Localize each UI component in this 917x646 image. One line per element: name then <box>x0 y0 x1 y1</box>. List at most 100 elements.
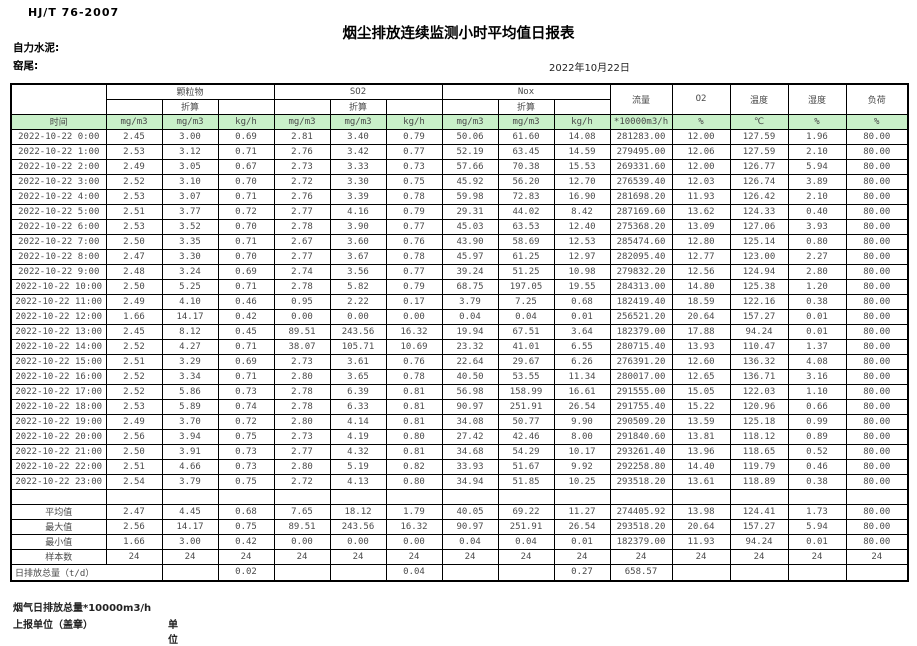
time-corner-cell <box>10 83 107 115</box>
summary-cell: 13.98 <box>671 503 731 520</box>
data-cell: 197.05 <box>497 278 555 295</box>
data-cell: 0.71 <box>217 338 275 355</box>
reporting-unit-label: 上报单位（盖章） <box>13 620 93 631</box>
so2-group-header: SO2 <box>273 83 443 100</box>
data-cell: 2.53 <box>105 218 163 235</box>
data-cell: 2.49 <box>105 413 163 430</box>
time-cell: 2022-10-22 20:00 <box>10 428 107 445</box>
unit-cell: % <box>671 113 731 130</box>
table-row: 2022-10-22 17:00 2.52 5.86 0.73 2.78 6.39 0.81… <box>10 383 909 400</box>
summary-rows: 平均值 2.47 4.45 0.68 7.65 18.12 1.79 40.05 69.22 11… <box>10 488 909 565</box>
data-cell: 3.42 <box>329 143 387 160</box>
data-cell: 40.50 <box>441 368 499 385</box>
daily-total-pm: 0.02 <box>217 563 275 581</box>
summary-cell: 243.56 <box>329 518 387 535</box>
data-cell: 0.71 <box>217 278 275 295</box>
data-cell: 3.91 <box>161 443 219 460</box>
data-cell: 2.77 <box>273 203 331 220</box>
data-cell: 0.72 <box>217 203 275 220</box>
summary-cell: 4.45 <box>161 503 219 520</box>
table-row: 2022-10-22 7:00 2.50 3.35 0.71 2.67 3.60 0.76 4… <box>10 233 909 250</box>
data-cell: 125.18 <box>729 413 789 430</box>
table-row: 2022-10-22 15:00 2.51 3.29 0.69 2.73 3.61 0.76… <box>10 353 909 370</box>
data-cell: 282095.40 <box>609 248 673 265</box>
data-cell: 2.47 <box>105 248 163 265</box>
report-signature-line: 上报单位（盖章） 单位 <box>13 616 178 646</box>
summary-cell: 24 <box>671 548 731 565</box>
daily-total-nox: 0.27 <box>553 563 611 581</box>
data-cell: 56.20 <box>497 173 555 190</box>
empty-cell <box>787 563 847 581</box>
time-cell: 2022-10-22 8:00 <box>10 248 107 265</box>
data-cell: 42.46 <box>497 428 555 445</box>
table-row: 2022-10-22 18:00 2.53 5.89 0.74 2.78 6.33 0.81… <box>10 398 909 415</box>
data-cell: 12.56 <box>671 263 731 280</box>
data-cell: 6.33 <box>329 398 387 415</box>
data-cell: 2.52 <box>105 383 163 400</box>
empty-cell <box>497 563 555 581</box>
nox-rate-subheader <box>553 98 611 115</box>
data-cell: 2.50 <box>105 278 163 295</box>
data-cell: 292258.80 <box>609 458 673 475</box>
data-cell: 126.77 <box>729 158 789 175</box>
data-cell: 4.13 <box>329 473 387 490</box>
data-cell: 26.54 <box>553 398 611 415</box>
data-cell: 293261.40 <box>609 443 673 460</box>
table-row: 2022-10-22 9:00 2.48 3.24 0.69 2.74 3.56 0.77 3… <box>10 263 909 280</box>
data-cell: 56.98 <box>441 383 499 400</box>
data-cell: 80.00 <box>845 353 909 370</box>
data-cell: 125.38 <box>729 278 789 295</box>
data-cell: 89.51 <box>273 323 331 340</box>
data-cell: 13.81 <box>671 428 731 445</box>
data-cell: 3.07 <box>161 188 219 205</box>
summary-cell: 0.68 <box>217 503 275 520</box>
temp-header: 温度 <box>729 83 789 115</box>
data-cell: 2.52 <box>105 173 163 190</box>
data-cell: 7.25 <box>497 293 555 310</box>
data-cell: 54.29 <box>497 443 555 460</box>
data-cell: 3.94 <box>161 428 219 445</box>
summary-cell: 24 <box>385 548 443 565</box>
data-cell: 2.78 <box>273 218 331 235</box>
summary-cell: 157.27 <box>729 518 789 535</box>
summary-cell: 24 <box>329 548 387 565</box>
data-cell: 0.76 <box>385 233 443 250</box>
data-cell: 80.00 <box>845 338 909 355</box>
data-cell: 2.49 <box>105 158 163 175</box>
data-cell: 291755.40 <box>609 398 673 415</box>
data-cell: 4.19 <box>329 428 387 445</box>
data-cell: 13.59 <box>671 413 731 430</box>
data-cell: 80.00 <box>845 368 909 385</box>
data-cell: 13.62 <box>671 203 731 220</box>
data-cell: 10.25 <box>553 473 611 490</box>
data-cell: 80.00 <box>845 248 909 265</box>
data-cell: 10.69 <box>385 338 443 355</box>
data-cell: 0.79 <box>385 203 443 220</box>
data-cell: 51.85 <box>497 473 555 490</box>
data-cell: 11.93 <box>671 188 731 205</box>
data-cell: 0.52 <box>787 443 847 460</box>
empty-cell <box>441 563 499 581</box>
data-cell: 243.56 <box>329 323 387 340</box>
data-cell: 0.04 <box>497 308 555 325</box>
data-cell: 2.78 <box>273 398 331 415</box>
data-cell: 12.00 <box>671 128 731 145</box>
data-cell: 80.00 <box>845 218 909 235</box>
summary-cell: 24 <box>161 548 219 565</box>
header-subgroup-row: 折算 折算 折算 <box>11 98 908 115</box>
data-cell: 0.77 <box>385 263 443 280</box>
summary-row: 最大值 2.56 14.17 0.75 89.51 243.56 16.32 90.97 251… <box>10 518 909 535</box>
data-cell: 2.76 <box>273 143 331 160</box>
data-cell: 269331.60 <box>609 158 673 175</box>
data-cell: 53.55 <box>497 368 555 385</box>
data-cell: 72.83 <box>497 188 555 205</box>
report-date: 2022年10月22日 <box>549 63 630 74</box>
data-cell: 3.65 <box>329 368 387 385</box>
data-cell: 124.94 <box>729 263 789 280</box>
data-cell: 12.03 <box>671 173 731 190</box>
data-cell: 3.34 <box>161 368 219 385</box>
data-cell: 0.73 <box>217 458 275 475</box>
table-row: 2022-10-22 5:00 2.51 3.77 0.72 2.77 4.16 0.79 2… <box>10 203 909 220</box>
summary-cell: 124.41 <box>729 503 789 520</box>
data-cell: 14.59 <box>553 143 611 160</box>
